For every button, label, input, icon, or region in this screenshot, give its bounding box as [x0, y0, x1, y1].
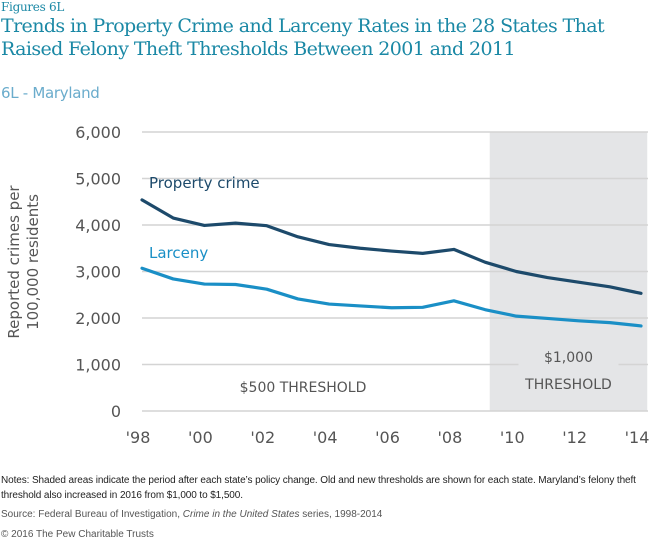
- x-tick-label: '04: [313, 428, 338, 447]
- x-tick-label: '10: [500, 428, 525, 447]
- chart-title: Trends in Property Crime and Larceny Rat…: [1, 15, 605, 60]
- figure-label: Figures 6L: [1, 0, 64, 14]
- y-tick-label: 5,000: [75, 170, 121, 189]
- y-tick-label: 2,000: [75, 309, 121, 328]
- x-tick-label: '98: [126, 428, 151, 447]
- y-tick-label: 6,000: [75, 123, 121, 142]
- series-label-property-crime: Property crime: [149, 174, 260, 192]
- y-tick-label: 4,000: [75, 216, 121, 235]
- x-tick-label: '00: [188, 428, 213, 447]
- y-tick-label: 3,000: [75, 263, 121, 282]
- x-tick-label: '14: [625, 428, 650, 447]
- x-tick-label: '12: [562, 428, 587, 447]
- x-tick-label: '06: [375, 428, 400, 447]
- annotation-1000-threshold: THRESHOLD: [524, 377, 612, 393]
- chart-source: Source: Federal Bureau of Investigation,…: [1, 509, 382, 520]
- y-axis-label: Reported crimes per100,000 residents: [5, 185, 42, 339]
- series-label-larceny: Larceny: [149, 244, 208, 262]
- copyright: © 2016 The Pew Charitable Trusts: [1, 529, 154, 540]
- x-tick-label: '02: [250, 428, 275, 447]
- source-suffix: series, 1998-2014: [299, 509, 383, 520]
- y-tick-label: 0: [111, 402, 121, 421]
- y-axis-label-line-2: 100,000 residents: [24, 194, 42, 330]
- threshold-label-background: [518, 346, 619, 394]
- chart-notes: Notes: Shaded areas indicate the period …: [1, 475, 636, 501]
- chart-subtitle: 6L - Maryland: [1, 84, 100, 102]
- x-tick-label: '08: [437, 428, 462, 447]
- annotation-500-threshold: $500 THRESHOLD: [240, 380, 367, 396]
- annotation-1000-amount: $1,000: [544, 350, 593, 366]
- line-chart: 0 1,000 2,000 3,000 4,000 5,000 6,000 '98 '00 '0…: [5, 123, 650, 447]
- source-prefix: Source: Federal Bureau of Investigation,: [1, 509, 183, 520]
- y-axis-label-line-1: Reported crimes per: [5, 185, 23, 339]
- source-publication: Crime in the United States: [182, 509, 300, 520]
- y-tick-label: 1,000: [75, 356, 121, 375]
